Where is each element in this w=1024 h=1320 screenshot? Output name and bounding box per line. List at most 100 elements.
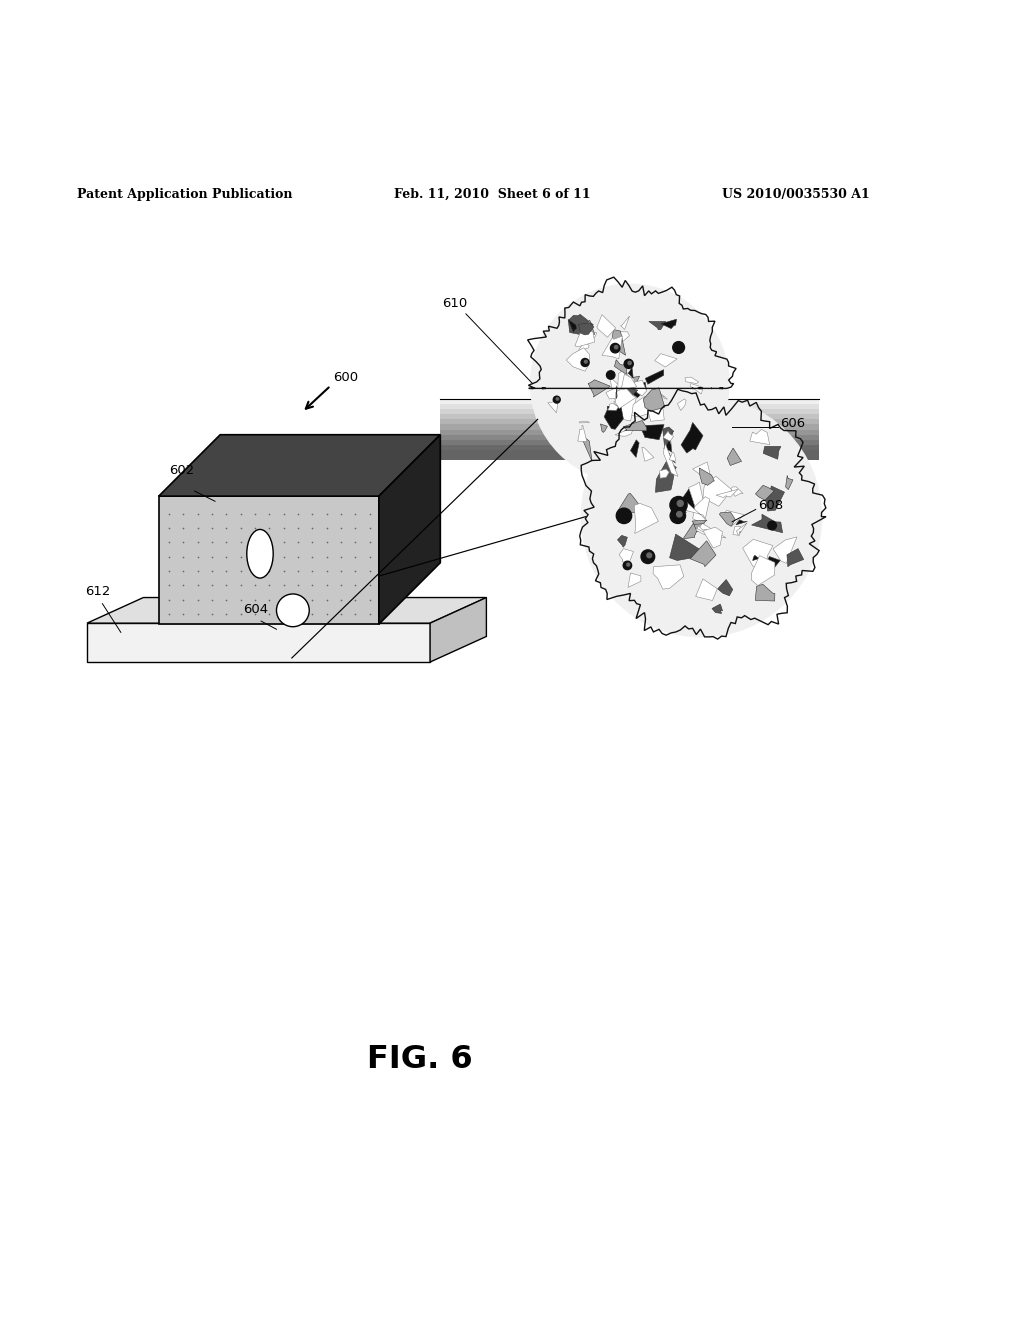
Circle shape: [606, 371, 614, 379]
Circle shape: [625, 359, 633, 368]
Polygon shape: [720, 512, 735, 527]
Polygon shape: [606, 387, 623, 400]
Text: 604: 604: [243, 603, 268, 616]
Polygon shape: [602, 335, 623, 359]
Circle shape: [614, 346, 617, 348]
Polygon shape: [736, 520, 748, 525]
Text: Patent Application Publication: Patent Application Publication: [77, 187, 292, 201]
Circle shape: [556, 397, 559, 400]
Polygon shape: [632, 396, 650, 417]
Bar: [440, 409, 819, 414]
Polygon shape: [612, 330, 626, 355]
Polygon shape: [673, 504, 686, 515]
Polygon shape: [727, 447, 741, 466]
Circle shape: [647, 553, 651, 558]
Polygon shape: [752, 515, 782, 533]
Polygon shape: [692, 520, 707, 524]
Polygon shape: [643, 388, 665, 412]
Bar: [440, 450, 819, 455]
Polygon shape: [87, 598, 486, 623]
Circle shape: [673, 342, 684, 354]
Bar: [440, 429, 819, 434]
Polygon shape: [642, 447, 654, 461]
Polygon shape: [615, 385, 636, 409]
Polygon shape: [614, 360, 627, 375]
Polygon shape: [763, 446, 781, 459]
Circle shape: [616, 508, 632, 524]
Polygon shape: [618, 374, 637, 391]
Polygon shape: [773, 537, 797, 564]
Polygon shape: [620, 549, 634, 565]
Polygon shape: [699, 467, 715, 486]
Text: 602: 602: [169, 463, 195, 477]
Bar: [440, 404, 819, 409]
Bar: [440, 399, 819, 404]
Bar: [440, 434, 819, 440]
Circle shape: [530, 284, 729, 483]
Polygon shape: [615, 428, 634, 436]
Polygon shape: [568, 319, 577, 333]
Polygon shape: [752, 556, 775, 586]
Polygon shape: [609, 376, 625, 399]
Polygon shape: [664, 444, 678, 477]
Polygon shape: [724, 511, 744, 525]
Polygon shape: [626, 388, 638, 399]
Polygon shape: [159, 434, 440, 496]
Polygon shape: [640, 425, 665, 440]
Bar: [440, 414, 819, 420]
Circle shape: [624, 561, 632, 570]
Circle shape: [585, 360, 587, 363]
Polygon shape: [654, 354, 677, 367]
Ellipse shape: [247, 529, 273, 578]
Polygon shape: [617, 536, 628, 548]
Polygon shape: [716, 490, 738, 498]
Polygon shape: [578, 323, 594, 335]
Polygon shape: [627, 379, 639, 392]
Bar: [159, 496, 379, 624]
Text: 612: 612: [85, 586, 111, 598]
Circle shape: [276, 594, 309, 627]
Polygon shape: [690, 384, 703, 393]
Text: 606: 606: [780, 417, 806, 429]
Polygon shape: [756, 486, 774, 500]
Polygon shape: [645, 370, 664, 384]
Polygon shape: [658, 392, 668, 399]
Polygon shape: [628, 573, 641, 587]
Text: Feb. 11, 2010  Sheet 6 of 11: Feb. 11, 2010 Sheet 6 of 11: [394, 187, 591, 201]
Polygon shape: [578, 342, 589, 351]
Text: US 2010/0035530 A1: US 2010/0035530 A1: [722, 187, 869, 201]
Polygon shape: [566, 347, 590, 371]
Polygon shape: [583, 321, 595, 334]
Text: 600: 600: [333, 371, 358, 384]
Polygon shape: [681, 422, 703, 453]
Polygon shape: [621, 376, 634, 399]
Polygon shape: [568, 314, 593, 335]
Polygon shape: [670, 535, 703, 561]
Polygon shape: [702, 482, 715, 486]
Polygon shape: [613, 331, 630, 343]
Polygon shape: [623, 383, 646, 397]
Polygon shape: [617, 368, 633, 392]
Polygon shape: [607, 403, 618, 411]
Polygon shape: [581, 434, 592, 462]
Circle shape: [677, 512, 682, 517]
Bar: [440, 425, 819, 429]
Polygon shape: [621, 315, 630, 330]
Polygon shape: [631, 380, 647, 396]
Circle shape: [677, 500, 683, 507]
Polygon shape: [649, 322, 666, 330]
Polygon shape: [604, 405, 624, 429]
Polygon shape: [578, 425, 587, 442]
Polygon shape: [742, 540, 773, 566]
Polygon shape: [692, 519, 703, 532]
Circle shape: [627, 564, 630, 566]
Polygon shape: [663, 426, 674, 447]
Polygon shape: [588, 380, 610, 397]
Polygon shape: [750, 429, 770, 445]
Bar: [440, 420, 819, 425]
Bar: [87, 623, 430, 663]
Polygon shape: [600, 424, 607, 433]
Polygon shape: [692, 496, 710, 524]
Polygon shape: [670, 451, 676, 461]
Circle shape: [628, 362, 631, 364]
